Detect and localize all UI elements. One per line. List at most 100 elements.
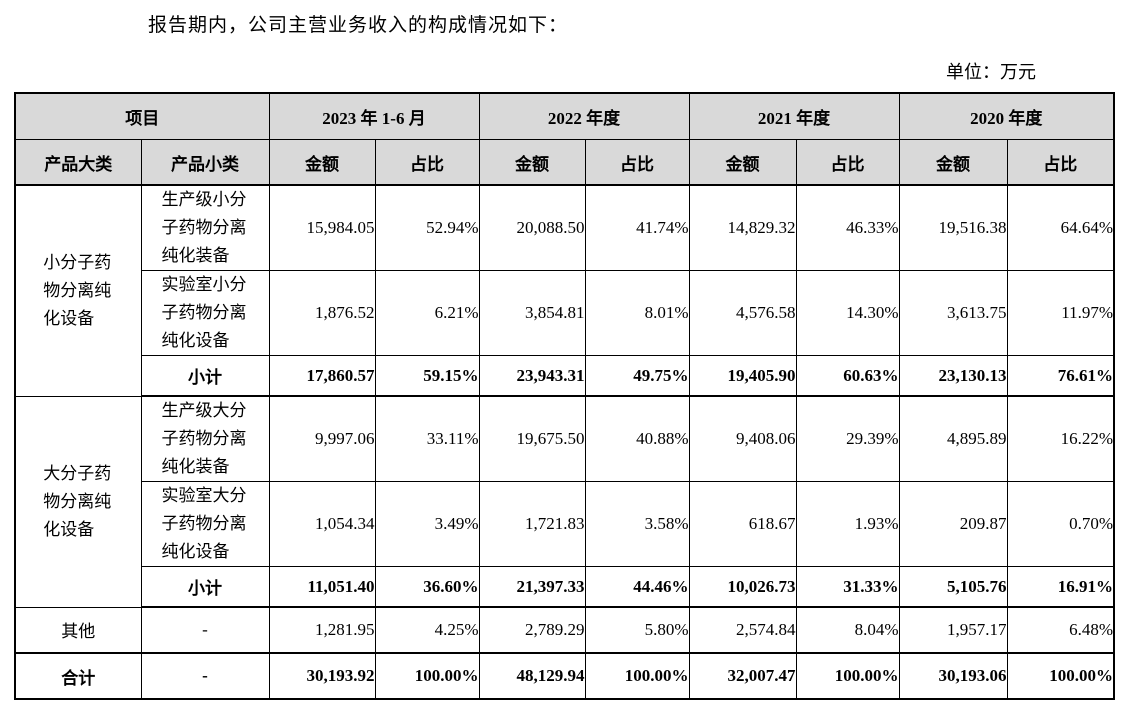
amount-cell: 23,130.13 xyxy=(898,355,1008,397)
ratio-cell: 36.60% xyxy=(374,566,480,608)
header-category: 产品大类 xyxy=(14,139,142,186)
amount-cell: 1,957.17 xyxy=(898,606,1008,654)
amount-cell: 19,516.38 xyxy=(898,184,1008,271)
header-period-2023h1: 2023 年 1-6 月 xyxy=(268,92,480,140)
header-amount-2020: 金额 xyxy=(898,139,1008,186)
amount-cell: 48,129.94 xyxy=(478,652,586,700)
ratio-cell: 29.39% xyxy=(795,395,900,482)
amount-cell: 618.67 xyxy=(688,481,797,567)
amount-cell: 4,895.89 xyxy=(898,395,1008,482)
header-project: 项目 xyxy=(14,92,270,140)
header-subcategory: 产品小类 xyxy=(140,139,270,186)
subcategory-cell: 生产级大分子药物分离纯化装备 xyxy=(140,395,270,482)
amount-cell: 30,193.92 xyxy=(268,652,376,700)
ratio-cell: 100.00% xyxy=(584,652,690,700)
ratio-cell: 8.04% xyxy=(795,606,900,654)
amount-cell: 17,860.57 xyxy=(268,355,376,397)
subtotal-row: 小计 11,051.40 36.60% 21,397.33 44.46% 10,… xyxy=(15,566,1115,608)
amount-cell: 19,405.90 xyxy=(688,355,797,397)
amount-cell: 1,054.34 xyxy=(268,481,376,567)
subcategory-cell: 生产级小分子药物分离纯化装备 xyxy=(140,184,270,271)
table-row: 实验室大分子药物分离纯化设备 1,054.34 3.49% 1,721.83 3… xyxy=(15,481,1115,567)
ratio-cell: 31.33% xyxy=(795,566,900,608)
subtotal-label: 小计 xyxy=(140,355,270,397)
ratio-cell: 6.48% xyxy=(1006,606,1115,654)
ratio-cell: 52.94% xyxy=(374,184,480,271)
ratio-cell: 3.49% xyxy=(374,481,480,567)
ratio-cell: 33.11% xyxy=(374,395,480,482)
ratio-cell: 41.74% xyxy=(584,184,690,271)
amount-cell: 14,829.32 xyxy=(688,184,797,271)
ratio-cell: 5.80% xyxy=(584,606,690,654)
unit-label: 单位：万元 xyxy=(946,62,1036,82)
total-subcategory-dash: - xyxy=(140,652,270,700)
ratio-cell: 46.33% xyxy=(795,184,900,271)
ratio-cell: 40.88% xyxy=(584,395,690,482)
table-row: 大分子药物分离纯化设备 生产级大分子药物分离纯化装备 9,997.06 33.1… xyxy=(14,395,1115,608)
category-cell-small-molecule: 小分子药物分离纯化设备 xyxy=(14,184,142,397)
category-cell-large-molecule: 大分子药物分离纯化设备 xyxy=(14,395,142,608)
header-amount-2023h1: 金额 xyxy=(268,139,376,186)
subtotal-row: 小计 17,860.57 59.15% 23,943.31 49.75% 19,… xyxy=(15,355,1115,397)
amount-cell: 1,876.52 xyxy=(268,270,376,356)
ratio-cell: 64.64% xyxy=(1006,184,1115,271)
ratio-cell: 14.30% xyxy=(795,270,900,356)
ratio-cell: 3.58% xyxy=(584,481,690,567)
ratio-cell: 60.63% xyxy=(795,355,900,397)
revenue-composition-table: 项目 2023 年 1-6 月 2022 年度 2021 年度 2020 年度 … xyxy=(14,92,1116,700)
amount-cell: 23,943.31 xyxy=(478,355,586,397)
amount-cell: 209.87 xyxy=(898,481,1008,567)
ratio-cell: 16.22% xyxy=(1006,395,1115,482)
ratio-cell: 11.97% xyxy=(1006,270,1115,356)
amount-cell: 21,397.33 xyxy=(478,566,586,608)
header-amount-2021: 金额 xyxy=(688,139,797,186)
header-ratio-2021: 占比 xyxy=(795,139,900,186)
amount-cell: 19,675.50 xyxy=(478,395,586,482)
amount-cell: 10,026.73 xyxy=(688,566,797,608)
table-row: 实验室小分子药物分离纯化设备 1,876.52 6.21% 3,854.81 8… xyxy=(15,270,1115,356)
amount-cell: 15,984.05 xyxy=(268,184,376,271)
ratio-cell: 100.00% xyxy=(795,652,900,700)
total-label: 合计 xyxy=(14,652,142,700)
ratio-cell: 0.70% xyxy=(1006,481,1115,567)
intro-text: 报告期内，公司主营业务收入的构成情况如下： xyxy=(148,15,569,36)
ratio-cell: 16.91% xyxy=(1006,566,1115,608)
ratio-cell: 59.15% xyxy=(374,355,480,397)
ratio-cell: 44.46% xyxy=(584,566,690,608)
amount-cell: 9,997.06 xyxy=(268,395,376,482)
ratio-cell: 49.75% xyxy=(584,355,690,397)
amount-cell: 32,007.47 xyxy=(688,652,797,700)
other-row: 其他 - 1,281.95 4.25% 2,789.29 5.80% 2,574… xyxy=(14,606,1115,654)
header-period-2022: 2022 年度 xyxy=(478,92,690,140)
subcategory-cell: 实验室大分子药物分离纯化设备 xyxy=(140,481,270,567)
header-period-2020: 2020 年度 xyxy=(898,92,1115,140)
subtotal-label: 小计 xyxy=(140,566,270,608)
amount-cell: 1,721.83 xyxy=(478,481,586,567)
amount-cell: 5,105.76 xyxy=(898,566,1008,608)
ratio-cell: 1.93% xyxy=(795,481,900,567)
table-header-row-periods: 项目 2023 年 1-6 月 2022 年度 2021 年度 2020 年度 xyxy=(14,92,1115,140)
ratio-cell: 76.61% xyxy=(1006,355,1115,397)
amount-cell: 30,193.06 xyxy=(898,652,1008,700)
amount-cell: 3,613.75 xyxy=(898,270,1008,356)
ratio-cell: 100.00% xyxy=(1006,652,1115,700)
subcategory-cell: 实验室小分子药物分离纯化设备 xyxy=(140,270,270,356)
other-label: 其他 xyxy=(14,606,142,654)
other-subcategory-dash: - xyxy=(140,606,270,654)
header-ratio-2022: 占比 xyxy=(584,139,690,186)
table-header-row-columns: 产品大类 产品小类 金额 占比 金额 占比 金额 占比 金额 占比 xyxy=(14,139,1115,186)
amount-cell: 1,281.95 xyxy=(268,606,376,654)
ratio-cell: 100.00% xyxy=(374,652,480,700)
amount-cell: 3,854.81 xyxy=(478,270,586,356)
total-row: 合计 - 30,193.92 100.00% 48,129.94 100.00%… xyxy=(14,652,1115,700)
header-ratio-2020: 占比 xyxy=(1006,139,1115,186)
table-row: 小分子药物分离纯化设备 生产级小分子药物分离纯化装备 15,984.05 52.… xyxy=(14,184,1115,397)
amount-cell: 11,051.40 xyxy=(268,566,376,608)
header-amount-2022: 金额 xyxy=(478,139,586,186)
header-ratio-2023h1: 占比 xyxy=(374,139,480,186)
amount-cell: 20,088.50 xyxy=(478,184,586,271)
ratio-cell: 4.25% xyxy=(374,606,480,654)
ratio-cell: 8.01% xyxy=(584,270,690,356)
ratio-cell: 6.21% xyxy=(374,270,480,356)
amount-cell: 4,576.58 xyxy=(688,270,797,356)
